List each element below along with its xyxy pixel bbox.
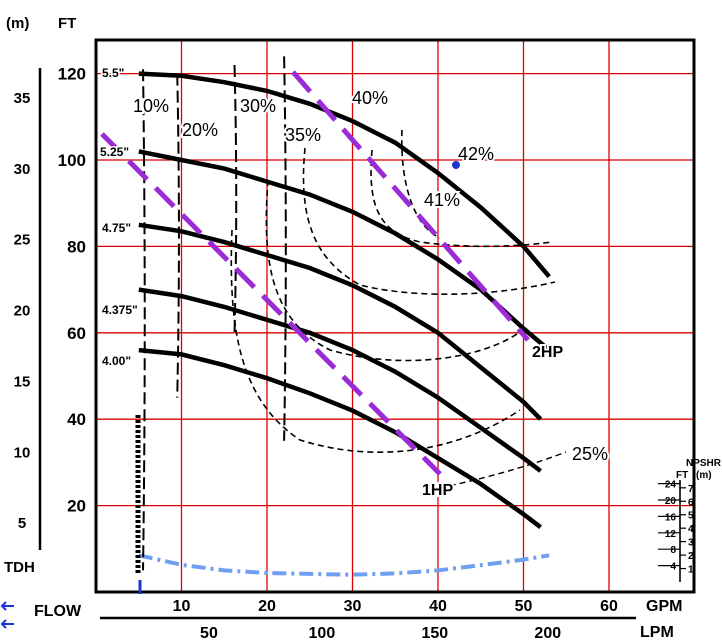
npshr-m-tick-label: 7: [688, 484, 694, 495]
m-tick-label: 20: [14, 303, 31, 320]
lpm-tick-label: 200: [534, 625, 561, 641]
impeller-label: 5.25": [100, 145, 129, 159]
lpm-tick-label: 150: [421, 625, 448, 641]
ft-tick-label: 20: [67, 497, 86, 516]
m-tick-label: 10: [14, 444, 31, 461]
ft-tick-label: 40: [67, 410, 86, 429]
npshr-m-tick-label: 3: [688, 538, 694, 549]
efficiency-contour: [302, 147, 556, 295]
efficiency-contour: [265, 179, 521, 362]
npshr-ft-tick-label: 16: [665, 512, 677, 523]
m-tick-label: 25: [14, 232, 31, 249]
metric-unit-label: (m): [6, 15, 29, 32]
impeller-label: 4.75": [102, 221, 131, 235]
ft-tick-label: 60: [67, 324, 86, 343]
efficiency-contour: [370, 149, 553, 248]
efficiency-label: 35%: [285, 125, 321, 145]
efficiency-contour-25: [439, 451, 567, 489]
head-curve-2: [138, 222, 543, 421]
m-tick-label: 5: [18, 515, 26, 532]
npshr-ft-tick-label: 20: [665, 496, 677, 507]
gpm-tick-label: 30: [344, 598, 362, 615]
efficiency-contour: [400, 129, 441, 239]
efficiency-label: 10%: [133, 96, 169, 116]
head-curve-0: [138, 71, 551, 279]
lpm-tick-label: 50: [200, 625, 218, 641]
hp-line-2hp: [291, 70, 530, 342]
efficiency-line: [283, 56, 287, 441]
hp-line-1hp: [100, 132, 442, 476]
gpm-tick-label: 20: [258, 598, 276, 615]
efficiency-label: 30%: [240, 96, 276, 116]
efficiency-label: 42%: [458, 144, 494, 164]
flow-label: FLOW: [34, 603, 82, 620]
efficiency-label: 25%: [572, 444, 608, 464]
m-tick-label: 30: [14, 161, 31, 178]
ft-tick-label: 100: [58, 151, 86, 170]
ft-tick-label: 120: [58, 65, 86, 84]
feet-unit-label: FT: [58, 15, 76, 32]
npshr-m-tick-label: 4: [688, 524, 694, 535]
m-tick-label: 15: [14, 373, 31, 390]
efficiency-label: 41%: [424, 190, 460, 210]
npshr-curve: [138, 553, 550, 577]
gpm-tick-label: 10: [173, 598, 191, 615]
head-curve-1: [138, 149, 551, 352]
efficiency-contour: [230, 229, 521, 453]
head-curve-3: [138, 287, 542, 473]
hp-label: 2HP: [532, 344, 563, 361]
bep-marker: [452, 161, 460, 169]
npshr-m-tick-label: 6: [688, 497, 694, 508]
npshr-label: NPSHR: [686, 458, 722, 469]
efficiency-label: 20%: [182, 120, 218, 140]
npshr-ft-tick-label: 4: [670, 562, 676, 573]
impeller-label: 5.5": [102, 66, 124, 80]
lpm-tick-label: 100: [309, 625, 336, 641]
npshr-m-tick-label: 1: [688, 565, 694, 576]
ft-tick-label: 80: [67, 237, 86, 256]
npshr-ft-tick-label: 24: [665, 480, 677, 491]
head-curve-4: [138, 347, 542, 529]
npshr-ft-unit: FT: [676, 470, 688, 481]
npshr-m-tick-label: 5: [688, 511, 694, 522]
npshr-m-tick-label: 2: [688, 551, 694, 562]
m-tick-label: 35: [14, 90, 31, 107]
gpm-tick-label: 50: [515, 598, 533, 615]
gpm-tick-label: 60: [600, 598, 618, 615]
npshr-ft-tick-label: 8: [670, 545, 676, 556]
plot-frame: [94, 38, 696, 594]
npshr-m-unit: (m): [696, 470, 712, 481]
npshr-ft-tick-label: 12: [665, 529, 677, 540]
efficiency-line: [142, 69, 146, 571]
efficiency-label: 40%: [352, 88, 388, 108]
efficiency-line: [233, 64, 238, 333]
gpm-label: GPM: [646, 598, 682, 615]
impeller-label: 4.375": [102, 303, 138, 317]
gpm-tick-label: 40: [429, 598, 447, 615]
tdh-label: TDH: [4, 559, 35, 576]
impeller-label: 4.00": [102, 354, 131, 368]
lpm-label: LPM: [640, 624, 674, 641]
flow-arrows-icon: [0, 601, 14, 629]
hp-label: 1HP: [422, 482, 453, 499]
efficiency-line: [176, 73, 180, 398]
